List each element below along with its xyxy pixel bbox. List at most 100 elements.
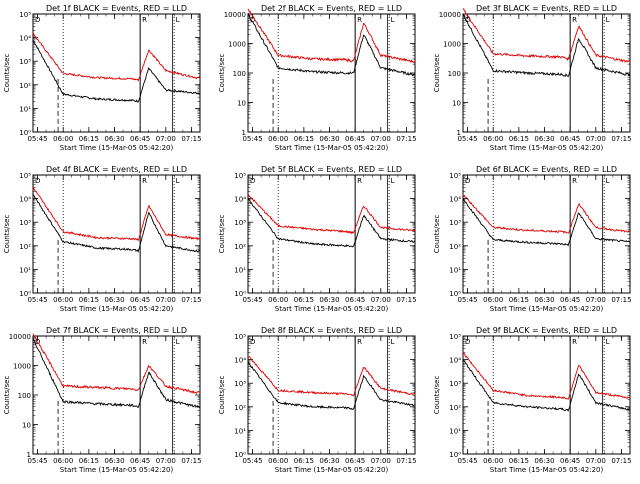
marker-l: L xyxy=(606,338,610,346)
y-tick-label: 100 xyxy=(448,70,461,78)
x-tick-label: 07:15 xyxy=(181,457,201,465)
y-tick-label: 10² xyxy=(449,243,461,251)
y-tick-label: 100 xyxy=(18,392,31,400)
lld-series-line xyxy=(32,186,201,242)
y-tick-label: 10² xyxy=(449,404,461,412)
lld-series-line xyxy=(32,32,201,82)
marker-l: L xyxy=(176,16,180,24)
lld-series-line xyxy=(32,333,201,395)
y-tick-label: 10⁰ xyxy=(449,451,461,459)
panel-4: Det 4f BLACK = Events, RED = LLD 10⁰ 10¹ 10… xyxy=(3,165,202,313)
marker-l: L xyxy=(176,338,180,346)
x-tick-label: 06:15 xyxy=(79,457,99,465)
marker-d: D xyxy=(35,177,40,185)
panel-2: Det 2f BLACK = Events, RED = LLD 1 10 100 10… xyxy=(218,4,417,152)
panel-7: Det 7f BLACK = Events, RED = LLD 1 10 100 10… xyxy=(3,326,202,474)
panel-title: Det 5f BLACK = Events, RED = LLD xyxy=(261,165,402,174)
y-tick-label: 10³ xyxy=(449,380,461,388)
y-tick-label: 10⁴ xyxy=(449,357,461,365)
x-tick-label: 06:15 xyxy=(509,296,529,304)
y-tick-label: 10¹ xyxy=(19,105,31,113)
plot-frame xyxy=(32,13,201,133)
lld-series-line xyxy=(247,355,416,397)
x-tick-label: 05:45 xyxy=(27,296,47,304)
x-tick-label: 06:30 xyxy=(319,457,339,465)
x-tick-label: 07:00 xyxy=(371,296,391,304)
y-tick-label: 10⁵ xyxy=(234,333,246,341)
y-axis-label: Counts/sec xyxy=(218,215,226,254)
x-tick-label: 06:30 xyxy=(104,296,124,304)
panel-title: Det 6f BLACK = Events, RED = LLD xyxy=(476,165,617,174)
y-tick-label: 10 xyxy=(237,100,246,108)
plot-frame xyxy=(462,174,631,294)
x-axis-label: Start Time (15-Mar-05 05:42:20) xyxy=(275,305,389,313)
y-tick-label: 10⁰ xyxy=(19,290,31,298)
y-axis-label: Counts/sec xyxy=(218,376,226,415)
x-tick-label: 07:15 xyxy=(611,135,631,143)
panel-title: Det 8f BLACK = Events, RED = LLD xyxy=(261,326,402,335)
y-tick-label: 10⁴ xyxy=(19,196,31,204)
y-tick-label: 10² xyxy=(234,243,246,251)
x-tick-label: 06:15 xyxy=(294,457,314,465)
x-tick-label: 06:15 xyxy=(79,135,99,143)
panel-5: Det 5f BLACK = Events, RED = LLD 10⁰ 10¹ 10… xyxy=(218,165,417,313)
y-tick-label: 10⁰ xyxy=(234,290,246,298)
marker-r: R xyxy=(357,177,362,185)
marker-d: D xyxy=(465,16,470,24)
x-tick-label: 06:45 xyxy=(345,457,365,465)
events-series-line xyxy=(32,39,201,103)
marker-l: L xyxy=(606,177,610,185)
y-tick-label: 10⁰ xyxy=(449,290,461,298)
marker-r: R xyxy=(142,16,147,24)
x-axis-label: Start Time (15-Mar-05 05:42:20) xyxy=(490,144,604,152)
y-tick-label: 10000 xyxy=(224,11,246,19)
y-tick-label: 10⁰ xyxy=(234,451,246,459)
x-axis-label: Start Time (15-Mar-05 05:42:20) xyxy=(60,144,174,152)
x-tick-label: 06:45 xyxy=(130,457,150,465)
plot-frame xyxy=(247,335,416,455)
y-tick-label: 10000 xyxy=(9,333,31,341)
y-tick-label: 1 xyxy=(457,129,461,137)
x-tick-label: 06:45 xyxy=(345,135,365,143)
y-tick-label: 10¹ xyxy=(234,427,246,435)
y-tick-label: 10¹ xyxy=(449,266,461,274)
lld-series-line xyxy=(247,193,416,235)
x-tick-label: 05:45 xyxy=(242,457,262,465)
x-axis-label: Start Time (15-Mar-05 05:42:20) xyxy=(490,305,604,313)
marker-l: L xyxy=(606,16,610,24)
y-tick-label: 10¹ xyxy=(234,266,246,274)
y-tick-label: 10000 xyxy=(439,11,461,19)
x-tick-label: 07:15 xyxy=(611,296,631,304)
x-tick-label: 05:45 xyxy=(457,457,477,465)
marker-d: D xyxy=(35,16,40,24)
x-tick-label: 06:15 xyxy=(509,457,529,465)
panel-title: Det 2f BLACK = Events, RED = LLD xyxy=(261,4,402,13)
y-axis-label: Counts/sec xyxy=(433,376,441,415)
x-tick-label: 05:45 xyxy=(27,457,47,465)
events-series-line xyxy=(247,197,416,248)
x-tick-label: 06:45 xyxy=(345,296,365,304)
events-series-line xyxy=(247,361,416,410)
x-tick-label: 06:30 xyxy=(319,296,339,304)
marker-d: D xyxy=(465,338,470,346)
x-tick-label: 06:00 xyxy=(53,135,73,143)
x-tick-label: 05:45 xyxy=(242,296,262,304)
y-tick-label: 10¹ xyxy=(19,266,31,274)
x-tick-label: 06:15 xyxy=(294,296,314,304)
marker-r: R xyxy=(357,338,362,346)
marker-l: L xyxy=(391,338,395,346)
x-tick-label: 07:15 xyxy=(181,135,201,143)
x-tick-label: 06:30 xyxy=(104,457,124,465)
lld-series-line xyxy=(247,8,416,64)
panel-title: Det 7f BLACK = Events, RED = LLD xyxy=(46,326,187,335)
y-tick-label: 10⁴ xyxy=(19,35,31,43)
y-tick-label: 1 xyxy=(27,451,31,459)
x-tick-label: 06:30 xyxy=(534,135,554,143)
x-tick-label: 06:30 xyxy=(319,135,339,143)
panel-title: Det 4f BLACK = Events, RED = LLD xyxy=(46,165,187,174)
x-tick-label: 07:15 xyxy=(396,135,416,143)
y-tick-label: 10⁵ xyxy=(19,172,31,180)
panel-9: Det 9f BLACK = Events, RED = LLD 10⁰ 10¹ 10… xyxy=(433,326,632,474)
marker-r: R xyxy=(572,177,577,185)
y-tick-label: 10⁵ xyxy=(19,11,31,19)
